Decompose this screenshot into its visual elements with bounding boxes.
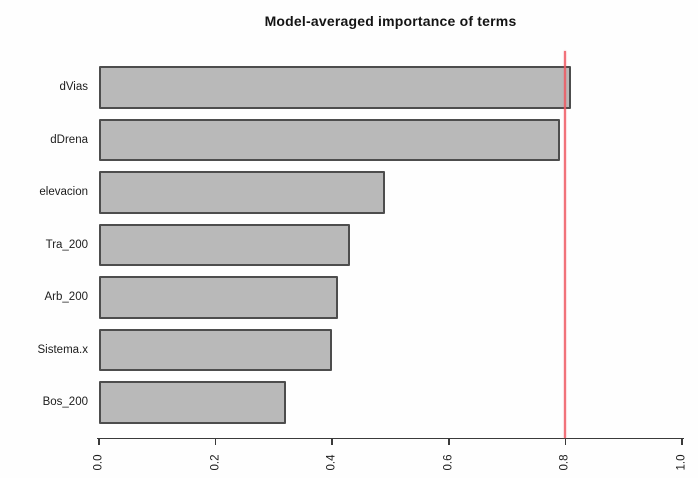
category-label-elevacion: elevacion (39, 186, 88, 199)
category-label-dDrena: dDrena (50, 133, 88, 146)
bar-elevacion (99, 171, 385, 214)
x-tick-label-0.8: 0.8 (558, 454, 571, 471)
category-label-Tra_200: Tra_200 (45, 238, 88, 251)
bar-dDrena (99, 118, 560, 161)
x-tick-0.2 (214, 439, 217, 445)
x-axis-line (97, 438, 684, 439)
x-tick-label-0.0: 0.0 (92, 454, 105, 471)
x-tick-0.4 (331, 439, 333, 445)
bar-Tra_200 (99, 223, 350, 266)
bar-Arb_200 (99, 276, 339, 319)
x-tick-label-1.0: 1.0 (675, 454, 688, 471)
category-label-dVias: dVias (59, 81, 88, 94)
x-tick-label-0.2: 0.2 (209, 454, 222, 471)
category-label-Arb_200: Arb_200 (44, 291, 88, 304)
x-tick-0.0 (98, 439, 100, 445)
x-tick-label-0.6: 0.6 (442, 454, 455, 471)
bar-dVias (99, 66, 572, 109)
x-tick-0.8 (564, 439, 567, 445)
x-tick-0.6 (448, 439, 450, 445)
category-label-Sistema.x: Sistema.x (37, 343, 89, 356)
bar-Sistema.x (99, 328, 333, 371)
x-tick-1.0 (681, 439, 683, 445)
bar-Bos_200 (99, 381, 286, 424)
category-label-Bos_200: Bos_200 (42, 396, 88, 409)
chart-title: Model-averaged importance of terms (264, 13, 517, 29)
x-tick-label-0.4: 0.4 (325, 454, 338, 471)
reference-line (564, 51, 567, 438)
